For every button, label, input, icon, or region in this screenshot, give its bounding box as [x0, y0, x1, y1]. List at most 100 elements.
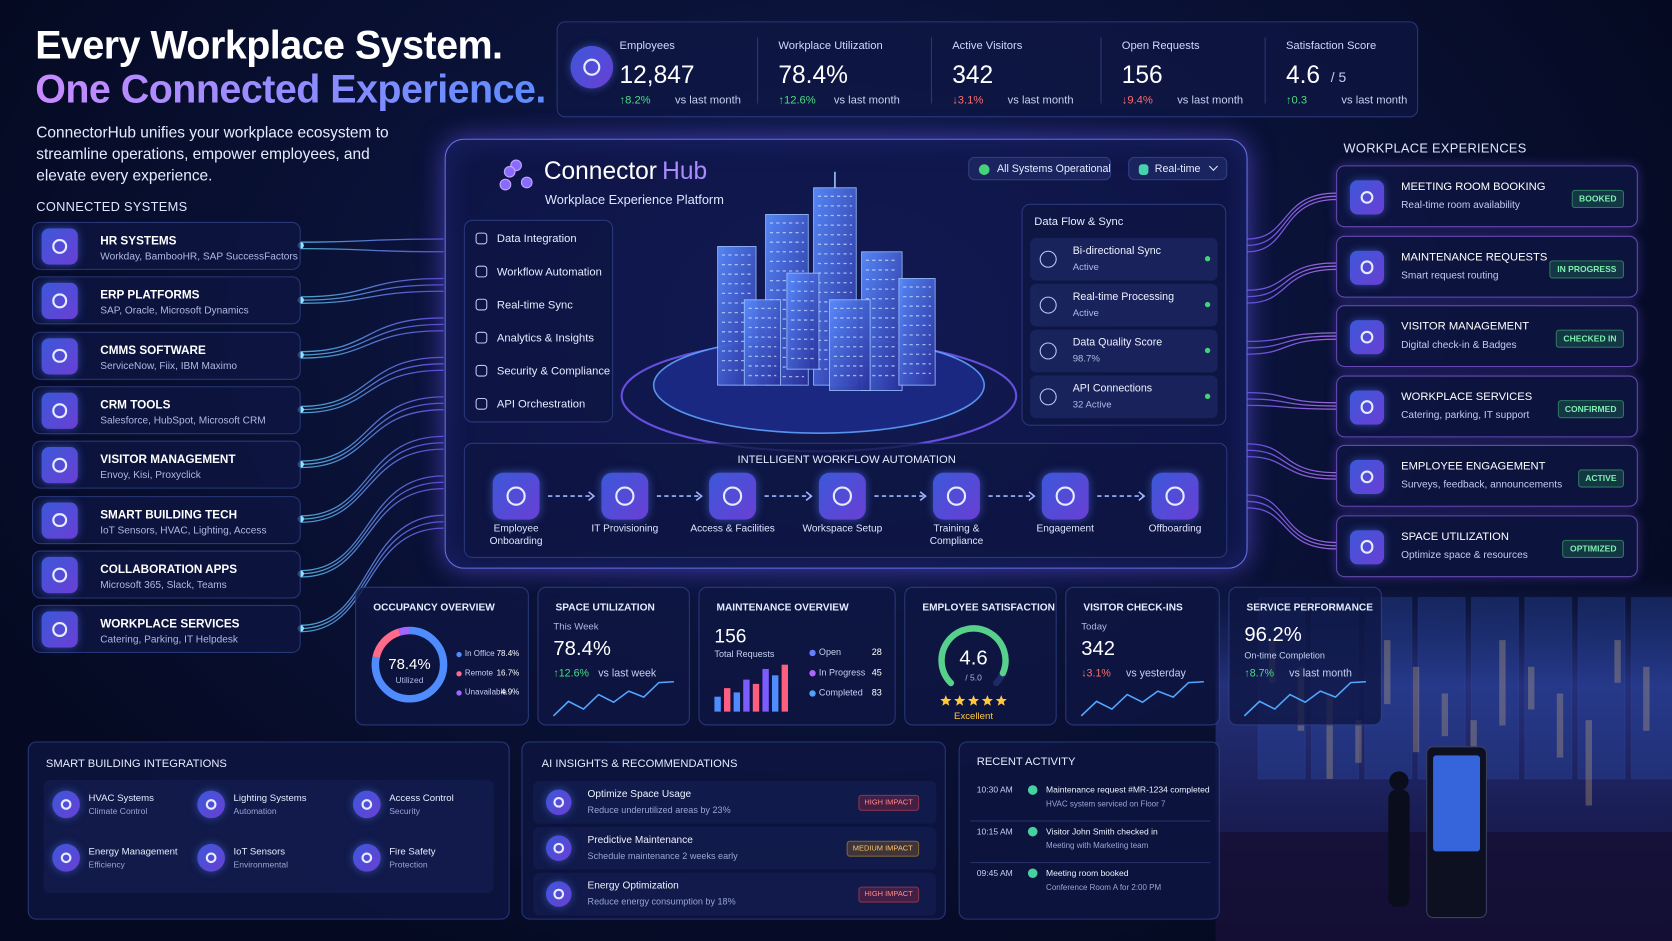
integration-subtitle: Environmental: [233, 859, 289, 870]
experience-card[interactable]: MEETING ROOM BOOKING Real-time room avail…: [1336, 165, 1638, 228]
experience-card[interactable]: MAINTENANCE REQUESTS Smart request routin…: [1336, 235, 1638, 298]
graphic: [552, 680, 674, 717]
experience-card[interactable]: SPACE UTILIZATION Optimize space & resour…: [1336, 514, 1638, 577]
metric-title: MAINTENANCE OVERVIEW: [716, 601, 849, 614]
city-light: [1412, 666, 1420, 753]
experience-subtitle: Surveys, feedback, announcements: [1401, 479, 1563, 491]
panel-heading: SMART BUILDING INTEGRATIONS: [45, 757, 227, 771]
section-heading: CONNECTED SYSTEMS: [36, 199, 188, 215]
data-flow-status: Active: [1072, 261, 1099, 273]
connector-line: [1247, 391, 1337, 404]
connector-line: [300, 527, 444, 633]
metric-title: OCCUPANCY OVERVIEW: [373, 601, 495, 614]
rating-star: [995, 695, 1007, 706]
insight-subtitle: Schedule maintenance 2 weeks early: [587, 850, 738, 861]
status-badge: IN PROGRESS: [1549, 259, 1624, 278]
feature-label: API Orchestration: [496, 397, 586, 411]
metric-card: MAINTENANCE OVERVIEW 156 Total Requests Ope…: [698, 586, 896, 726]
legend-label: In Office: [464, 648, 495, 659]
gauge-max: / 5.0: [965, 673, 982, 683]
connector-line: [300, 396, 444, 462]
kpi-value: 4.6: [1285, 60, 1321, 89]
graphic: [620, 171, 1018, 453]
experience-title: EMPLOYEE ENGAGEMENT: [1401, 459, 1546, 473]
connector-line: [300, 402, 444, 465]
ai-insights-panel: AI INSIGHTS & RECOMMENDATIONS Optimize Sp…: [521, 741, 946, 920]
connector-line: [1247, 268, 1337, 304]
system-icon: [41, 283, 78, 320]
experience-icon: [1349, 250, 1385, 285]
dropdown-caret: [1208, 161, 1218, 171]
city-light: [1441, 693, 1449, 737]
workflow-step-icon: [1151, 472, 1199, 520]
status-indicator: [1204, 256, 1211, 262]
decorative-bar: [772, 675, 779, 712]
system-title: HR SYSTEMS: [100, 234, 177, 248]
data-flow-title: Bi-directional Sync: [1072, 245, 1162, 258]
connector-line: [1247, 195, 1337, 247]
connector-line: [300, 481, 444, 575]
city-light: [1528, 666, 1535, 710]
workflow-step-label: Workspace Setup: [802, 522, 883, 535]
status-pill[interactable]: All Systems Operational: [968, 156, 1112, 181]
mode-dropdown[interactable]: Real-time: [1128, 156, 1228, 181]
activity-time: 09:45 AM: [976, 868, 1013, 879]
rating-label: Excellent: [954, 710, 994, 722]
connector-line: [300, 442, 444, 520]
section-heading: WORKPLACE EXPERIENCES: [1343, 140, 1527, 156]
experience-title: MEETING ROOM BOOKING: [1401, 180, 1546, 194]
integration-icon: [352, 843, 381, 872]
metric-value-label: Total Requests: [714, 648, 775, 660]
kpi-value: 12,847: [619, 60, 695, 89]
kpi-label: Satisfaction Score: [1285, 39, 1377, 53]
integration-subtitle: Efficiency: [88, 859, 125, 870]
graphic: [938, 625, 1009, 706]
kpi-divider: [1264, 37, 1266, 104]
system-title: CMMS SOFTWARE: [100, 344, 206, 357]
experience-card[interactable]: EMPLOYEE ENGAGEMENT Surveys, feedback, an…: [1336, 444, 1638, 507]
experience-card[interactable]: WORKPLACE SERVICES Catering, parking, IT …: [1336, 375, 1638, 437]
mode-dot: [1138, 164, 1149, 175]
system-subtitle: Catering, Parking, IT Helpdesk: [100, 633, 239, 646]
metric-value-label: On-time Completion: [1244, 649, 1325, 661]
experience-subtitle: Real-time room availability: [1401, 199, 1520, 212]
activity-title: Maintenance request #MR-1234 completed: [1046, 785, 1210, 795]
kpi-note: vs last month: [1177, 93, 1244, 107]
building: [786, 272, 820, 370]
rating-star: [967, 695, 980, 706]
workflow-step-icon: [1041, 472, 1089, 520]
data-flow-title: Real-time Processing: [1072, 291, 1175, 303]
feature-label: Data Integration: [496, 232, 577, 246]
metric-card: OCCUPANCY OVERVIEW In Office 78.4% Remote 16…: [355, 586, 529, 726]
integration-icon: [52, 843, 80, 872]
data-flow-title: API Connections: [1072, 383, 1153, 395]
status-indicator: [1204, 393, 1211, 400]
connector-line: [300, 409, 444, 469]
kpi-note: vs last month: [833, 93, 900, 107]
graphic: [371, 626, 448, 703]
city-light: [1585, 720, 1592, 806]
brand-name-accent: Hub: [662, 156, 708, 185]
metric-change: 3.1%: [1081, 668, 1111, 680]
workflow-step-label: IT Provisioning: [591, 522, 659, 535]
mode-text: Real-time: [1154, 163, 1201, 175]
experience-icon: [1349, 320, 1385, 355]
activity-divider: [970, 862, 1211, 864]
connector-line: [300, 277, 444, 298]
workflow-step-icon: [492, 472, 540, 520]
system-title: COLLABORATION APPS: [100, 563, 238, 576]
experience-card[interactable]: VISITOR MANAGEMENT Digital check-in & Bad…: [1336, 305, 1638, 368]
platform-panel: Connector Hub Workplace Experience Platfor…: [444, 138, 1248, 569]
window-frame: [1630, 596, 1672, 780]
system-card: COLLABORATION APPS Microsoft 365, Slack, …: [31, 550, 301, 599]
connector-line: [300, 330, 444, 359]
status-badge: ACTIVE: [1577, 469, 1624, 488]
workflow-step-icon: [933, 472, 980, 520]
metric-value: 78.4%: [553, 638, 611, 661]
kpi-value: 156: [1121, 60, 1163, 89]
kpi-value: 78.4%: [778, 60, 848, 89]
activity-subtitle: Conference Room A for 2:00 PM: [1046, 882, 1162, 892]
data-flow-item: Bi-directional Sync Active: [1030, 237, 1218, 281]
